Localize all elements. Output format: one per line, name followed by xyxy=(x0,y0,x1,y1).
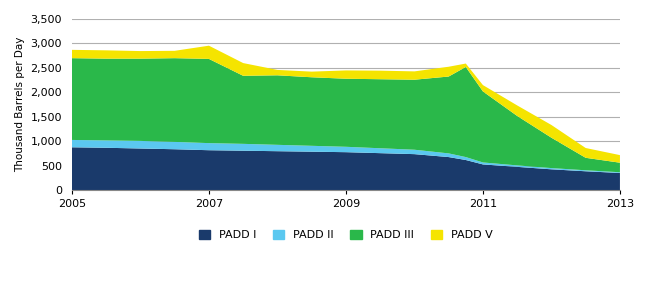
Y-axis label: Thousand Barrels per Day: Thousand Barrels per Day xyxy=(15,37,25,172)
Legend: PADD I, PADD II, PADD III, PADD V: PADD I, PADD II, PADD III, PADD V xyxy=(195,226,497,245)
